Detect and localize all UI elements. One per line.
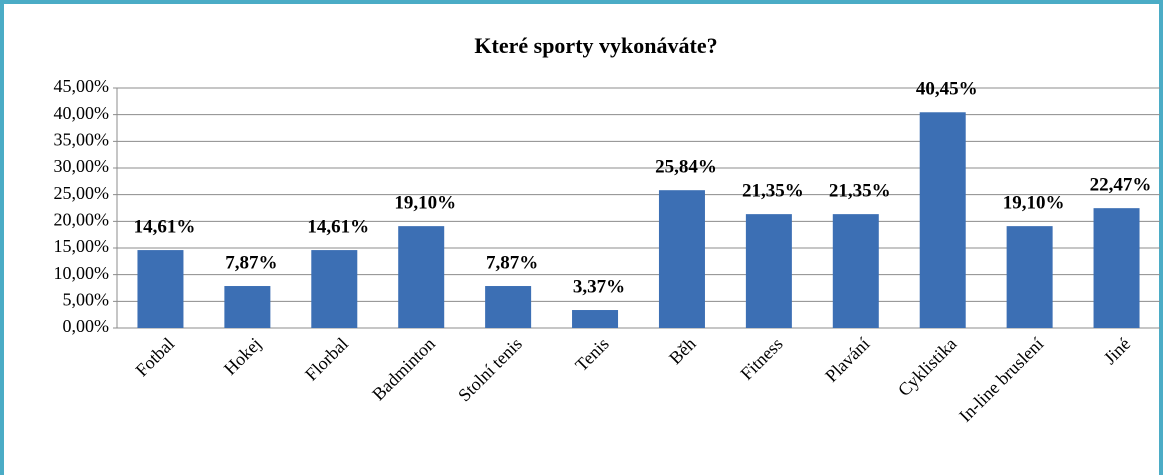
bar (398, 226, 445, 328)
bar (311, 250, 358, 328)
y-tick-label: 25,00% (54, 183, 110, 203)
y-tick-label: 40,00% (54, 103, 110, 123)
value-label: 7,87% (225, 252, 277, 273)
x-tick-label: Cyklistika (894, 334, 960, 400)
value-label: 40,45% (916, 79, 978, 100)
x-tick-label: In-line bruslení (955, 334, 1047, 426)
y-tick-label: 20,00% (54, 209, 110, 229)
value-label: 14,61% (134, 216, 196, 237)
bar (919, 112, 966, 329)
bar (832, 214, 879, 328)
x-tick-label: Badminton (368, 334, 439, 405)
bar (485, 286, 532, 328)
bar (224, 286, 271, 328)
value-label: 19,10% (1003, 192, 1065, 213)
x-tick-label: Fotbal (132, 334, 179, 381)
x-tick-label: Běh (665, 334, 700, 369)
bar (572, 310, 619, 328)
bar (1093, 208, 1140, 328)
y-tick-label: 15,00% (54, 236, 110, 256)
bar (658, 190, 705, 328)
chart-title: Které sporty vykonáváte? (474, 33, 717, 58)
x-tick-label: Jiné (1100, 334, 1135, 369)
x-tick-label: Florbal (301, 334, 352, 385)
value-label: 22,47% (1090, 175, 1152, 196)
value-label: 25,84% (655, 157, 717, 178)
value-label: 21,35% (742, 180, 804, 201)
x-tick-label: Plavání (821, 334, 873, 386)
bar (745, 214, 792, 328)
x-tick-label: Hokej (220, 334, 265, 379)
y-tick-label: 5,00% (63, 289, 110, 309)
bar (1006, 226, 1053, 328)
value-label: 19,10% (394, 192, 456, 213)
y-tick-label: 35,00% (54, 129, 110, 149)
value-label: 3,37% (573, 276, 625, 297)
value-label: 7,87% (486, 252, 538, 273)
x-tick-label: Stolní tenis (454, 334, 526, 406)
value-label: 14,61% (307, 216, 369, 237)
y-tick-label: 10,00% (54, 263, 110, 283)
y-tick-label: 30,00% (54, 156, 110, 176)
y-tick-label: 45,00% (54, 76, 110, 96)
bar (137, 250, 184, 328)
x-tick-label: Tenis (571, 334, 613, 376)
y-tick-label: 0,00% (63, 316, 110, 336)
value-label: 21,35% (829, 180, 891, 201)
x-tick-label: Fitness (736, 334, 786, 384)
